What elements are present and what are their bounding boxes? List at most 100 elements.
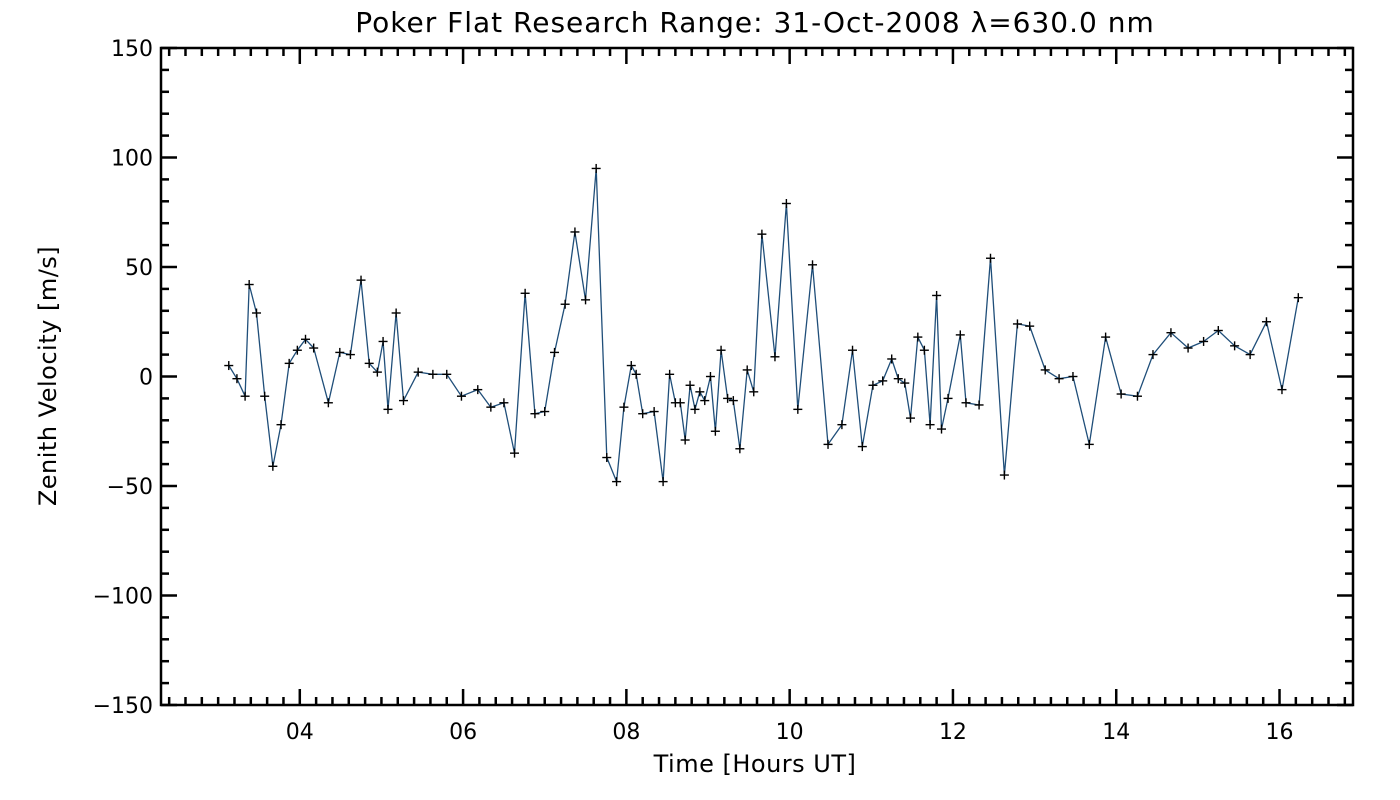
data-point <box>581 295 591 305</box>
data-point <box>335 347 345 357</box>
data-point <box>1025 321 1035 331</box>
data-point <box>961 398 971 408</box>
data-point <box>499 398 509 408</box>
data-point <box>695 387 705 397</box>
y-tick-label: −150 <box>93 694 153 719</box>
data-point <box>857 442 867 452</box>
data-point <box>770 352 780 362</box>
data-point <box>932 290 942 300</box>
data-point <box>757 229 767 239</box>
data-point <box>837 420 847 430</box>
x-tick-label: 14 <box>1102 720 1130 745</box>
data-point <box>887 354 897 364</box>
data-point <box>925 420 935 430</box>
data-point <box>268 461 278 471</box>
data-point <box>345 350 355 360</box>
x-tick-label: 16 <box>1266 720 1294 745</box>
data-point <box>413 367 423 377</box>
x-tick-label: 08 <box>612 720 640 745</box>
data-point <box>372 367 382 377</box>
data-point <box>919 345 929 355</box>
data-point <box>530 409 540 419</box>
data-point <box>276 420 286 430</box>
data-point <box>486 402 496 412</box>
data-point <box>301 334 311 344</box>
data-point <box>710 426 720 436</box>
data-point <box>690 404 700 414</box>
data-point <box>540 407 550 417</box>
data-point <box>878 376 888 386</box>
data-point <box>428 369 438 379</box>
plot-frame <box>159 46 1355 707</box>
x-tick-label: 12 <box>939 720 967 745</box>
data-point <box>1101 332 1111 342</box>
data-point <box>1261 317 1271 327</box>
data-point <box>937 424 947 434</box>
data-point <box>793 404 803 414</box>
data-point <box>626 361 636 371</box>
data-point <box>323 398 333 408</box>
data-point <box>510 448 520 458</box>
data-point <box>913 332 923 342</box>
data-point <box>520 288 530 298</box>
x-axis-label: Time [Hours UT] <box>653 750 857 778</box>
data-point <box>391 308 401 318</box>
data-point <box>1230 341 1240 351</box>
data-point <box>955 330 965 340</box>
data-point <box>1132 391 1142 401</box>
data-point <box>742 365 752 375</box>
data-point <box>1040 365 1050 375</box>
y-tick-label: 100 <box>111 147 153 172</box>
y-tick-label: 150 <box>111 37 153 62</box>
data-point <box>900 378 910 388</box>
data-point <box>1277 385 1287 395</box>
data-point <box>309 343 319 353</box>
data-point <box>893 374 903 384</box>
data-point <box>260 391 270 401</box>
data-point <box>356 275 366 285</box>
data-point <box>716 345 726 355</box>
data-point <box>1213 326 1223 336</box>
data-point <box>665 369 675 379</box>
data-point <box>473 385 483 395</box>
data-point <box>735 444 745 454</box>
data-point <box>808 260 818 270</box>
chart-title: Poker Flat Research Range: 31-Oct-2008 λ… <box>355 6 1155 39</box>
x-tick-label: 10 <box>776 720 804 745</box>
y-tick-label: −100 <box>93 585 153 610</box>
data-point <box>723 393 733 403</box>
data-point <box>442 369 452 379</box>
data-point <box>999 470 1009 480</box>
data-point <box>1199 336 1209 346</box>
data-point <box>986 253 996 263</box>
data-point <box>823 439 833 449</box>
data-point <box>570 227 580 237</box>
data-point <box>658 477 668 487</box>
data-point <box>224 361 234 371</box>
data-point <box>284 358 294 368</box>
data-point <box>728 396 738 406</box>
y-tick-label: 50 <box>125 256 153 281</box>
data-point <box>943 393 953 403</box>
data-point <box>244 280 254 290</box>
data-point <box>649 407 659 417</box>
data-point <box>364 358 374 368</box>
data-point <box>240 391 250 401</box>
data-point <box>1245 350 1255 360</box>
data-point <box>292 345 302 355</box>
data-point <box>848 345 858 355</box>
plot-layer: −150 −100 −50 0 50 100 150 04 06 08 10 12 14 16 <box>93 37 1355 745</box>
y-tick-label: −50 <box>107 475 153 500</box>
data-point <box>905 413 915 423</box>
data-point <box>1293 293 1303 303</box>
data-point <box>612 477 622 487</box>
data-point <box>1068 372 1078 381</box>
data-point <box>868 380 878 390</box>
data-point <box>974 400 984 410</box>
data-point <box>591 163 601 173</box>
data-point <box>1084 439 1094 449</box>
data-point <box>705 372 715 381</box>
data-point <box>675 398 685 408</box>
